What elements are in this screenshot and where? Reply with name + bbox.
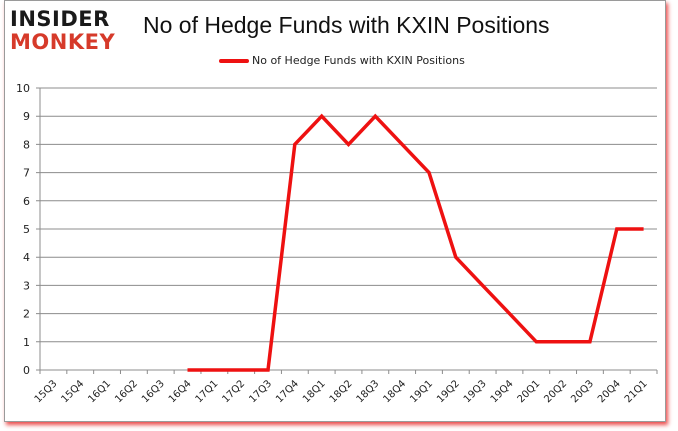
y-axis-tick-labels: 0 1 2 3 4 5 6 7 8 9 10 xyxy=(16,82,30,377)
x-tick-label: 18Q1 xyxy=(301,378,328,405)
data-series xyxy=(187,113,644,372)
insider-monkey-logo: INSIDER MONKEY xyxy=(10,8,126,54)
chart-title: No of Hedge Funds with KXIN Positions xyxy=(143,12,550,38)
y-tick-label: 9 xyxy=(23,110,30,123)
x-tick-label: 16Q1 xyxy=(86,378,113,405)
y-tick-label: 3 xyxy=(23,279,30,292)
x-axis-tick-labels: 15Q3 15Q4 16Q1 16Q2 16Q3 16Q4 17Q1 17Q2 17Q3 17Q4… xyxy=(33,378,650,405)
logo-text-monkey: MONKEY xyxy=(10,30,116,54)
legend-label: No of Hedge Funds with KXIN Positions xyxy=(252,54,465,67)
x-tick-label: 18Q2 xyxy=(328,378,355,405)
series-line xyxy=(187,113,644,372)
y-tick-label: 7 xyxy=(23,167,30,180)
y-tick-label: 5 xyxy=(23,223,30,236)
x-tick-label: 15Q4 xyxy=(60,378,87,405)
x-tick-label: 21Q1 xyxy=(623,378,650,405)
y-tick-label: 0 xyxy=(23,364,30,377)
x-tick-label: 20Q3 xyxy=(569,378,596,405)
gridlines xyxy=(36,87,657,371)
x-tick-label: 20Q2 xyxy=(542,378,569,405)
y-tick-label: 1 xyxy=(23,336,30,349)
x-tick-label: 16Q4 xyxy=(167,378,194,405)
x-tick-label: 16Q2 xyxy=(113,378,140,405)
axes xyxy=(39,88,658,374)
chart-frame xyxy=(4,0,666,422)
logo-text-insider: INSIDER xyxy=(10,7,110,31)
x-tick-label: 17Q2 xyxy=(220,378,247,405)
x-tick-label: 18Q4 xyxy=(381,378,408,405)
y-tick-label: 2 xyxy=(23,308,30,321)
x-tick-label: 19Q1 xyxy=(408,378,435,405)
x-tick-label: 17Q3 xyxy=(247,378,274,405)
x-tick-label: 19Q2 xyxy=(435,378,462,405)
y-tick-label: 10 xyxy=(16,82,30,95)
chart-legend: No of Hedge Funds with KXIN Positions xyxy=(219,54,465,67)
x-tick-label: 20Q4 xyxy=(596,378,623,405)
x-tick-label: 19Q3 xyxy=(462,378,489,405)
x-tick-label: 19Q4 xyxy=(489,378,516,405)
x-tick-label: 20Q1 xyxy=(516,378,543,405)
x-tick-label: 15Q3 xyxy=(33,378,60,405)
x-tick-label: 17Q4 xyxy=(274,378,301,405)
y-tick-label: 6 xyxy=(23,195,30,208)
x-tick-label: 17Q1 xyxy=(194,378,221,405)
y-tick-label: 4 xyxy=(23,251,30,264)
x-tick-label: 16Q3 xyxy=(140,378,167,405)
legend-line-swatch-icon xyxy=(219,58,249,63)
x-tick-label: 18Q3 xyxy=(355,378,382,405)
y-tick-label: 8 xyxy=(23,138,30,151)
